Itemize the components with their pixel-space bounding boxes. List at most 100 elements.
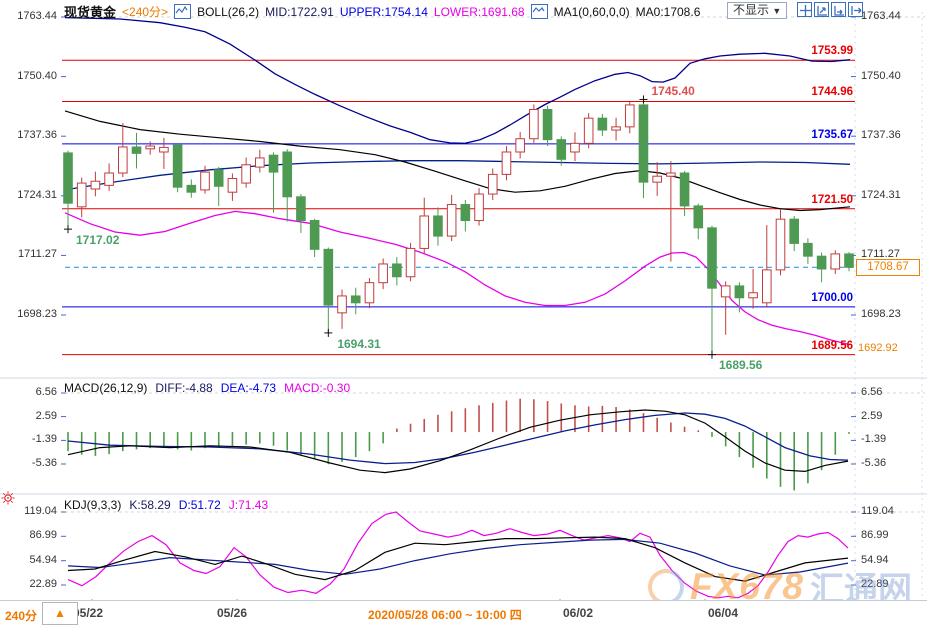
candle-body[interactable] — [487, 173, 498, 195]
boll-mid-value: MID:1722.91 — [265, 4, 334, 19]
y-axis-tick-label: 86.99 — [29, 529, 57, 542]
candle-body[interactable] — [364, 282, 375, 304]
selected-bar-timestamp: 2020/05/28 06:00 ~ 10:00 四 — [368, 608, 522, 622]
candle-body[interactable] — [830, 253, 841, 270]
candle-body[interactable] — [159, 146, 169, 153]
candle-body[interactable] — [816, 255, 827, 270]
ma0-value: MA0:1708.6 — [635, 4, 701, 19]
candle-body[interactable] — [720, 285, 731, 298]
candle-body[interactable] — [309, 220, 320, 250]
candle-body[interactable] — [638, 104, 649, 183]
chart-toolbar — [797, 2, 863, 17]
pan-right-icon[interactable] — [848, 2, 863, 17]
expand-right-icon[interactable] — [831, 2, 846, 17]
level-price-label: 1744.96 — [811, 86, 853, 99]
candle-body[interactable] — [693, 205, 704, 229]
series-line — [67, 412, 849, 465]
candle-body[interactable] — [761, 269, 772, 304]
y-axis-tick-label: 1737.36 — [861, 129, 901, 142]
candle-body[interactable] — [556, 139, 567, 160]
y-axis-tick-label: -5.36 — [861, 457, 887, 469]
candle-body[interactable] — [350, 295, 361, 304]
candle-body[interactable] — [529, 108, 539, 140]
candle-body[interactable] — [433, 215, 443, 237]
candle-body[interactable] — [118, 146, 128, 174]
candle-body[interactable] — [570, 142, 580, 153]
candle-body[interactable] — [255, 157, 265, 168]
fit-width-icon[interactable] — [814, 2, 829, 17]
macd-macd-value: MACD:-0.30 — [284, 381, 351, 395]
candle-body[interactable] — [104, 172, 114, 186]
candle-body[interactable] — [734, 285, 745, 299]
boll-label: BOLL(26,2) — [197, 4, 260, 19]
symbol-name: 现货黄金 — [64, 5, 117, 20]
series-line — [67, 536, 849, 582]
macd-title: MACD(26,12,9) — [64, 381, 148, 395]
kdj-title: KDJ(9,3,3) — [64, 498, 122, 512]
candle-body[interactable] — [542, 108, 553, 141]
y-axis-tick-label: 2.59 — [35, 409, 57, 422]
candle-body[interactable] — [131, 146, 142, 154]
kdj-j-value: J:71.43 — [228, 498, 269, 512]
candle-body[interactable] — [90, 180, 101, 190]
candle-body[interactable] — [666, 172, 676, 177]
main-header: 现货黄金 <240分> BOLL(26,2) MID:1722.91 UPPER… — [64, 2, 700, 21]
candle-body[interactable] — [624, 104, 635, 128]
candle-body[interactable] — [268, 154, 279, 173]
candle-body[interactable] — [282, 151, 293, 198]
candle-body[interactable] — [597, 117, 608, 131]
y-axis-tick-label: 86.99 — [861, 529, 889, 542]
candle-body[interactable] — [501, 151, 512, 175]
candle-body[interactable] — [611, 126, 621, 131]
macd-header: MACD(26,12,9) DIFF:-4.88 DEA:-4.73 MACD:… — [64, 381, 350, 395]
candle-body[interactable] — [460, 204, 471, 222]
candle-body[interactable] — [145, 145, 156, 150]
y-axis-tick-label: 22.89 — [29, 578, 57, 590]
candle-body[interactable] — [296, 196, 306, 222]
candle-body[interactable] — [186, 184, 197, 193]
candle-body[interactable] — [213, 169, 224, 187]
ma-indicator-icon[interactable] — [530, 4, 548, 19]
candle-body[interactable] — [227, 177, 238, 193]
y-axis-tick-label: -1.39 — [861, 433, 887, 446]
candle-body[interactable] — [76, 182, 87, 208]
level-price-label: 1700.00 — [811, 291, 853, 304]
indicator-sun-icon[interactable] — [1, 491, 15, 508]
candle-body[interactable] — [652, 175, 662, 183]
boll-upper-value: UPPER:1754.14 — [339, 4, 428, 19]
scroll-left-button[interactable]: ▲ — [42, 602, 78, 625]
candle-body[interactable] — [789, 218, 799, 244]
display-mode-dropdown[interactable]: 不显示 ▼ — [727, 2, 788, 19]
candle-body[interactable] — [172, 144, 183, 188]
candle-body[interactable] — [707, 227, 717, 289]
candle-body[interactable] — [748, 292, 758, 299]
candle-body[interactable] — [844, 253, 854, 268]
candle-body[interactable] — [583, 117, 594, 144]
candle-body[interactable] — [200, 171, 210, 191]
candle-body[interactable] — [378, 263, 388, 284]
price-extreme-annotation: 1745.40 — [651, 84, 695, 99]
candle-body[interactable] — [337, 295, 347, 314]
candle-body[interactable] — [63, 152, 73, 204]
y-axis-tick-label: 1763.44 — [17, 10, 57, 22]
candle-body[interactable] — [446, 204, 457, 237]
candle-body[interactable] — [775, 218, 786, 271]
candle-body[interactable] — [515, 138, 525, 153]
candle-body[interactable] — [419, 215, 430, 249]
candle-body[interactable] — [803, 242, 813, 257]
candle-body[interactable] — [323, 248, 334, 306]
candle-body[interactable] — [392, 263, 402, 278]
ma-label: MA1(0,60,0,0) — [553, 4, 630, 19]
y-axis-tick-label: 1724.31 — [861, 188, 901, 201]
chevron-down-icon: ▼ — [772, 6, 782, 16]
date-axis-label: 05/26 — [217, 606, 248, 620]
y-axis-tick-label: 1724.31 — [17, 188, 57, 201]
price-extreme-annotation: 1689.56 — [718, 357, 763, 372]
candle-body[interactable] — [679, 172, 690, 207]
candle-body[interactable] — [241, 164, 251, 184]
candle-body[interactable] — [405, 247, 416, 278]
boll-indicator-icon[interactable] — [174, 4, 192, 19]
crosshair-icon[interactable] — [797, 2, 812, 17]
candle-body[interactable] — [474, 193, 484, 222]
